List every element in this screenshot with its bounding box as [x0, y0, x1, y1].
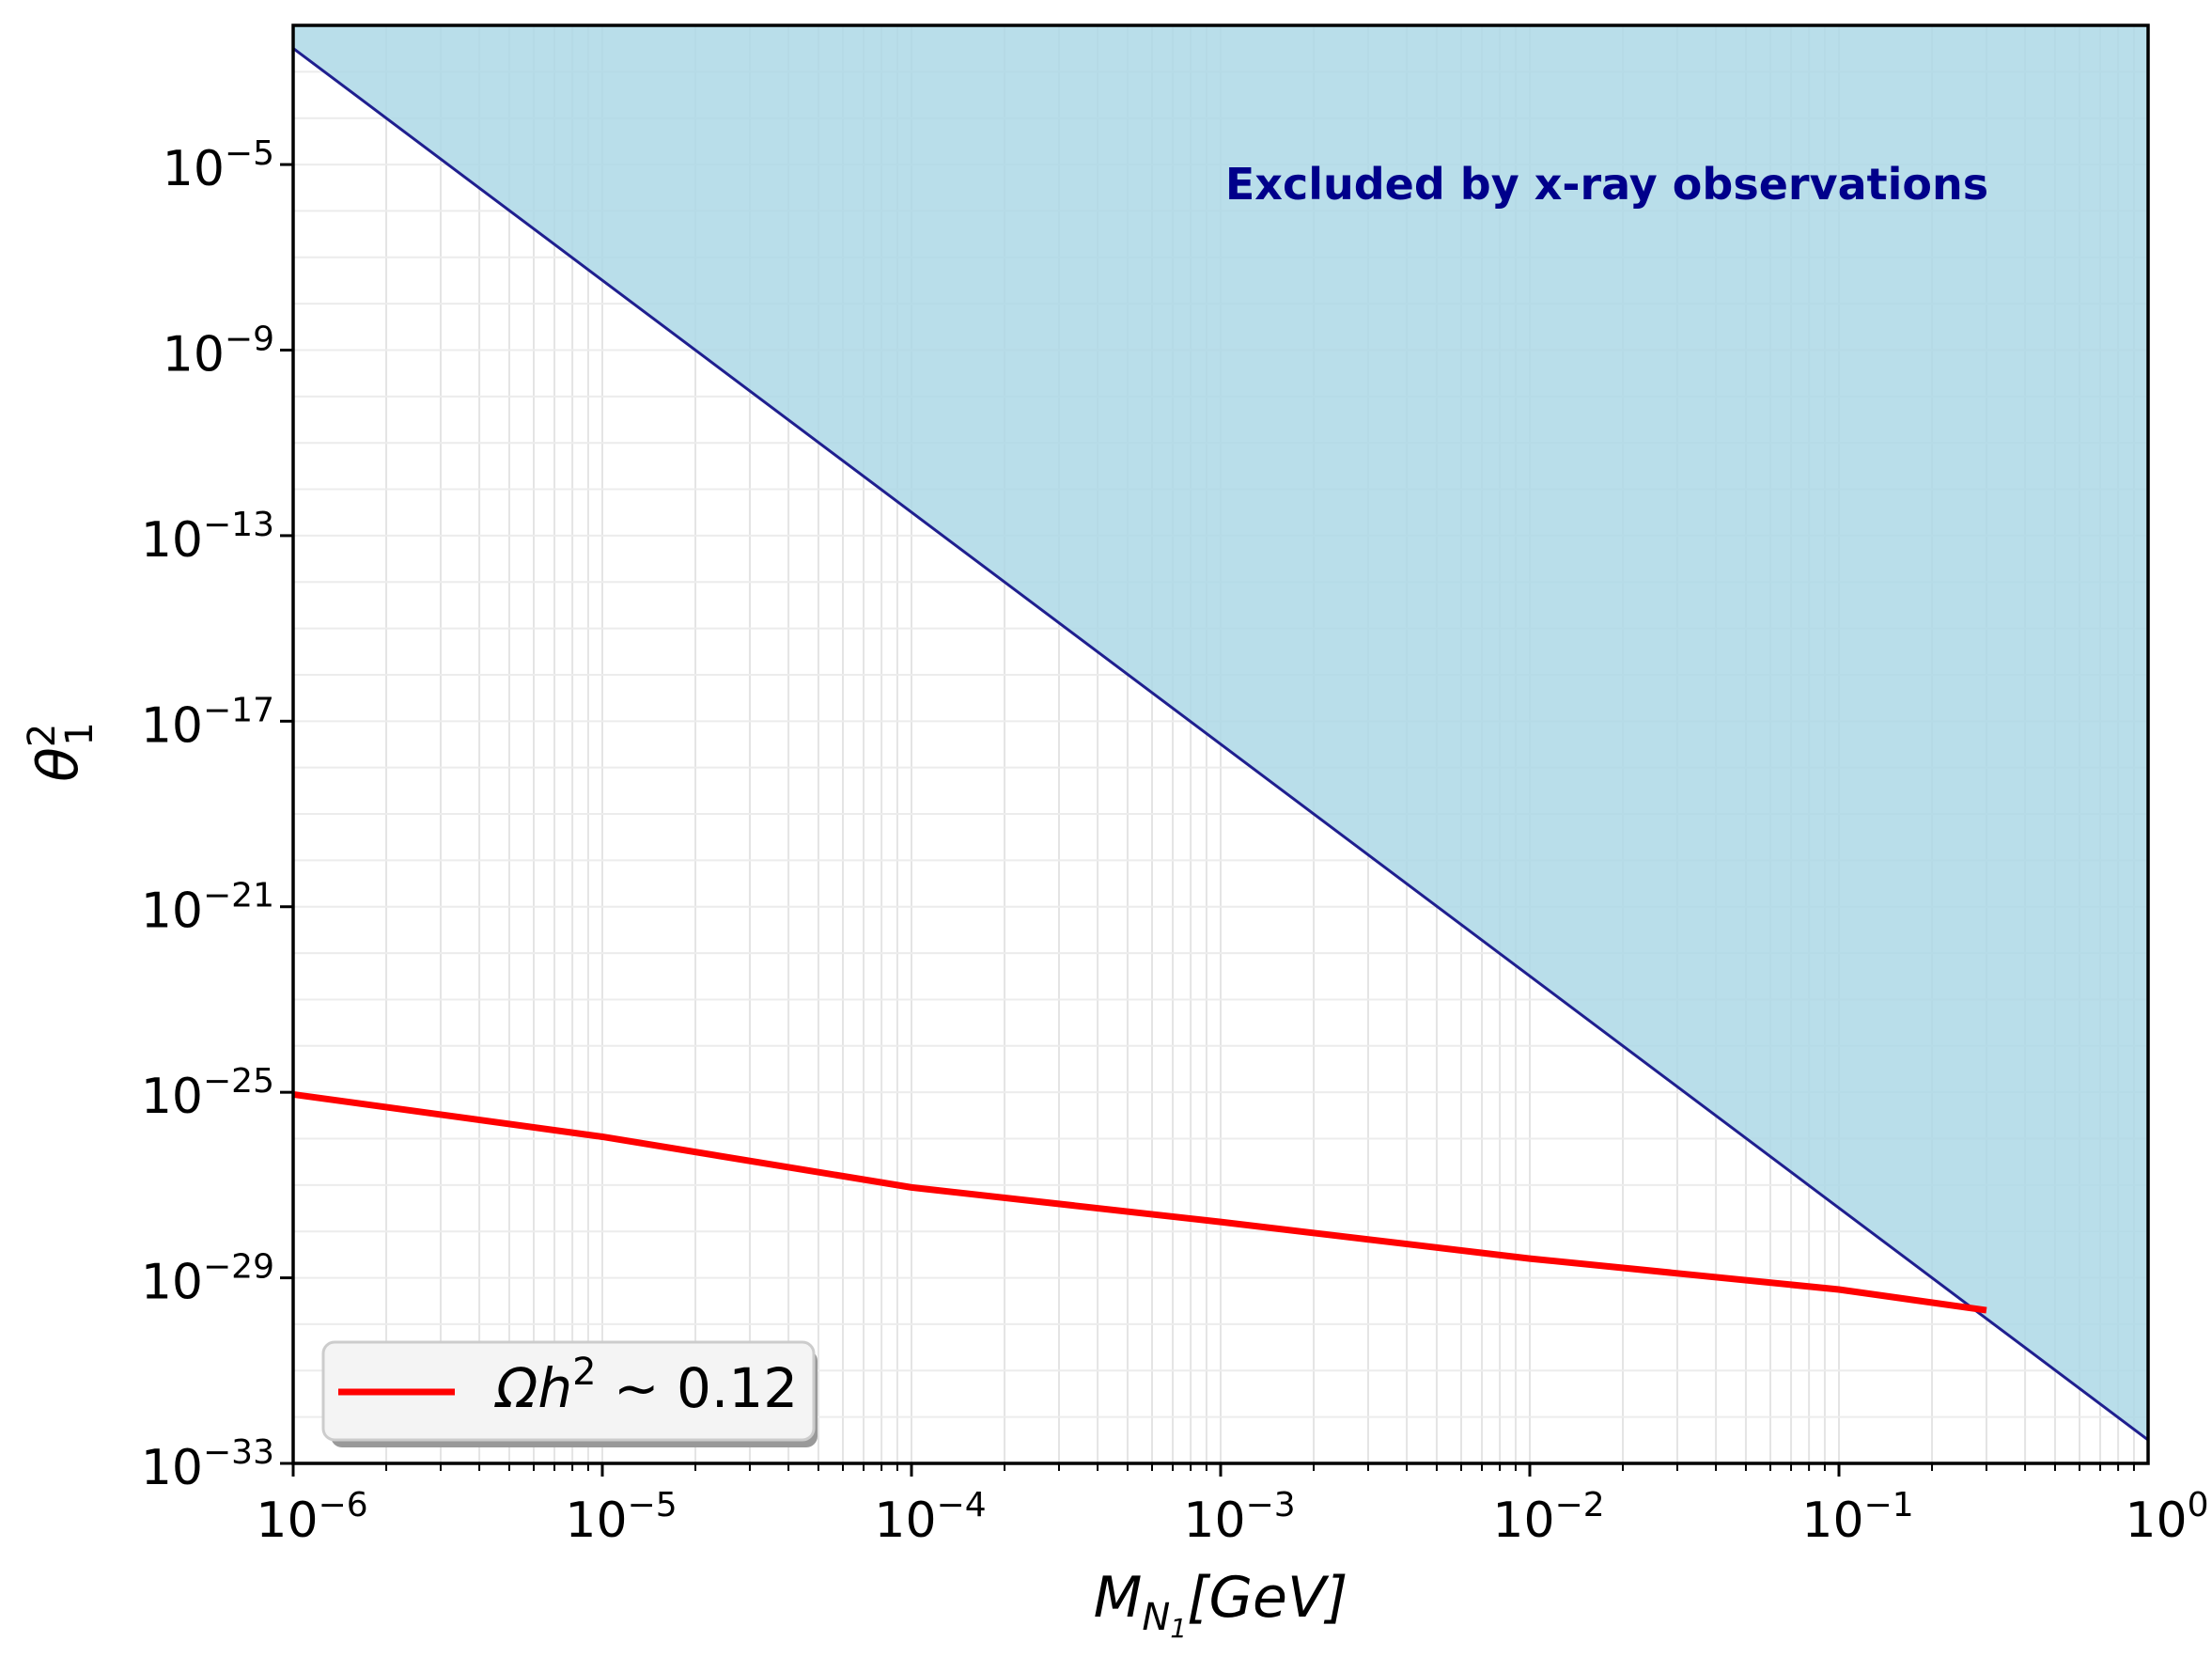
x-tick-label: 10−5	[565, 1486, 677, 1549]
y-tick-label: 10−17	[141, 691, 274, 754]
xray-bound-line	[292, 47, 2149, 1442]
y-tick-label: 10−25	[141, 1062, 274, 1125]
legend: Ωh2 ~ 0.12	[321, 1340, 818, 1447]
x-axis-label: MN1[GeV]	[1094, 1565, 1348, 1644]
relic-density-line	[292, 1090, 1987, 1314]
x-tick-label: 10−1	[1801, 1486, 1913, 1549]
x-tick-label: 10−4	[874, 1486, 986, 1549]
x-tick-label: 10−3	[1183, 1486, 1295, 1549]
y-tick-label: 10−29	[141, 1248, 274, 1311]
y-tick-label: 10−21	[141, 877, 274, 940]
y-tick-label: 10−33	[141, 1433, 274, 1496]
x-tick-label: 10−6	[256, 1486, 367, 1549]
annotation: Excluded by x-ray observations	[1225, 159, 1988, 210]
excluded-region	[293, 25, 2148, 1441]
y-tick-label: 10−9	[163, 320, 274, 383]
y-tick-label: 10−5	[163, 134, 274, 197]
x-tick-label: 100	[2125, 1486, 2208, 1549]
y-axis-label: θ21	[21, 722, 101, 782]
ticks: 10−33 10−29 10−25 10−21 10−17 10−13 10−9 10−5 10…	[141, 134, 2209, 1549]
legend-label: Ωh2 ~ 0.12	[494, 1351, 798, 1420]
y-tick-label: 10−13	[141, 506, 274, 569]
x-tick-label: 10−2	[1492, 1486, 1604, 1549]
